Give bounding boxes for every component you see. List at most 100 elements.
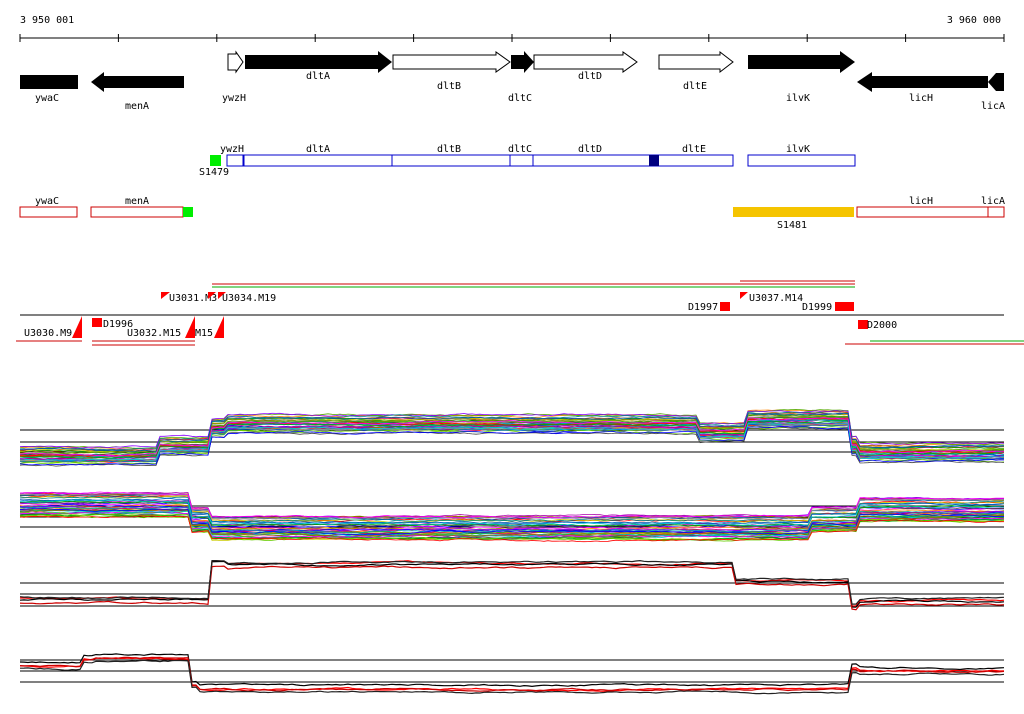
expression-trace bbox=[19, 514, 1005, 542]
expression-trace bbox=[19, 656, 1005, 692]
expression-trace bbox=[19, 507, 1005, 536]
expression-trace bbox=[19, 560, 1005, 608]
gene-label-dltB: dltB bbox=[437, 81, 461, 92]
probe-flag-U3032[interactable] bbox=[185, 316, 195, 338]
gene-arrow-licA[interactable] bbox=[988, 73, 1004, 91]
minus-strand-gene-track: ywaC menA S1481 licH licA bbox=[19, 196, 1005, 231]
gene-arrow-menA[interactable] bbox=[91, 72, 184, 92]
minus-gene-label-licH: licH bbox=[909, 196, 933, 207]
probe-flag-U3034[interactable] bbox=[208, 292, 216, 316]
probe-flag-U3031[interactable] bbox=[161, 292, 170, 316]
sigma-label-S1479: S1479 bbox=[199, 167, 229, 178]
expression-trace bbox=[19, 515, 1004, 543]
plus-gene-box-dltC[interactable] bbox=[509, 154, 534, 167]
plus-gene-label-dltA: dltA bbox=[306, 144, 330, 155]
plus-gene-box-ywzH[interactable] bbox=[226, 154, 244, 167]
plus-gene-label-dltD: dltD bbox=[578, 144, 602, 155]
expression-trace bbox=[19, 422, 1005, 461]
gene-label-dltA: dltA bbox=[306, 71, 330, 82]
probe-label-U3031: U3031.M3 bbox=[169, 293, 217, 304]
expression-trace bbox=[19, 499, 1005, 527]
minus-gene-box-licA[interactable] bbox=[987, 206, 1005, 218]
gene-label-ywaC: ywaC bbox=[35, 93, 59, 104]
gene-arrow-dltD[interactable] bbox=[533, 51, 638, 73]
plus-gene-label-dltE: dltE bbox=[682, 144, 706, 155]
gene-arrow-dltE[interactable] bbox=[658, 50, 734, 74]
expression-trace bbox=[19, 565, 1005, 611]
minus-gene-box-menA[interactable] bbox=[90, 206, 184, 218]
expression-trace bbox=[19, 559, 1005, 605]
expression-trace bbox=[19, 410, 1005, 449]
ruler-end-label: 3 960 000 bbox=[947, 15, 1001, 26]
gene-label-ilvK: ilvK bbox=[786, 93, 810, 104]
expression-trace bbox=[19, 497, 1005, 525]
expression-trace bbox=[19, 417, 1004, 457]
gene-arrow-ywzH[interactable] bbox=[227, 50, 244, 74]
gene-label-dltE: dltE bbox=[683, 81, 707, 92]
expression-trace bbox=[19, 653, 1005, 688]
expression-trace bbox=[19, 423, 1005, 462]
probe-box-D1996[interactable] bbox=[92, 318, 102, 327]
probe-flag-U3033[interactable] bbox=[214, 316, 224, 338]
expression-trace bbox=[19, 504, 1005, 532]
minus-gene-box-licH[interactable] bbox=[856, 206, 989, 218]
probe-label-D2000: D2000 bbox=[867, 320, 897, 331]
gene-arrow-dltA[interactable] bbox=[245, 51, 392, 73]
gene-label-licH: licH bbox=[909, 93, 933, 104]
expression-trace bbox=[19, 415, 1005, 455]
probe-box-D1997[interactable] bbox=[720, 302, 730, 311]
gene-annotation-track: ywaC menA ywzH dltA dltB dltC dltD dltE … bbox=[20, 50, 1005, 112]
expression-trace bbox=[19, 423, 1005, 463]
gene-label-dltC: dltC bbox=[508, 93, 532, 104]
probe-box-D1999[interactable] bbox=[835, 302, 854, 311]
expression-trace bbox=[19, 426, 1005, 466]
probe-flag-U3035[interactable] bbox=[218, 292, 226, 316]
gene-arrow-dltC[interactable] bbox=[511, 51, 534, 73]
plus-gene-label-dltB: dltB bbox=[437, 144, 461, 155]
expression-panel-3 bbox=[19, 559, 1005, 611]
minus-gene-box-ywaC[interactable] bbox=[19, 206, 78, 218]
gene-arrow-ilvK[interactable] bbox=[748, 51, 855, 73]
gene-arrow-dltB[interactable] bbox=[392, 51, 511, 73]
gene-label-licA: licA bbox=[981, 101, 1005, 112]
expression-trace bbox=[19, 491, 1005, 519]
gene-arrow-licH[interactable] bbox=[857, 72, 988, 92]
sigma-site-S1479[interactable] bbox=[210, 155, 221, 166]
coordinate-ruler: 3 950 001 3 960 000 bbox=[19, 15, 1005, 42]
probe-label-overlap-1: U3034.M19 bbox=[222, 293, 276, 304]
plus-gene-box-dltA[interactable] bbox=[243, 154, 393, 167]
sigma-label-S1481: S1481 bbox=[777, 220, 807, 231]
gene-label-dltD: dltD bbox=[578, 71, 602, 82]
probe-label-D1996: D1996 bbox=[103, 319, 133, 330]
plus-gene-box-dltD-dltE[interactable] bbox=[532, 154, 734, 167]
plus-gene-box-ilvK[interactable] bbox=[747, 154, 856, 167]
transcript-probe-track: U3031.M3 U3034.M19 U3037.M14 D1996 U3030… bbox=[16, 280, 1024, 346]
gene-label-menA: menA bbox=[125, 101, 149, 112]
plus-gene-label-ywzH: ywzH bbox=[220, 144, 244, 155]
plus-gene-box-dltB[interactable] bbox=[391, 154, 511, 167]
probe-box-D2000[interactable] bbox=[858, 320, 868, 329]
ruler-start-label: 3 950 001 bbox=[20, 15, 74, 26]
probe-label-D1997: D1997 bbox=[688, 302, 718, 313]
expression-trace bbox=[20, 420, 1005, 459]
minus-gene-label-licA: licA bbox=[981, 196, 1005, 207]
expression-trace bbox=[19, 491, 1004, 519]
sigma-site-S1481[interactable] bbox=[733, 207, 854, 217]
minus-gene-label-menA: menA bbox=[125, 196, 149, 207]
probe-label-overlap-2: U3032.M15 bbox=[127, 328, 181, 339]
probe-flag-U3030[interactable] bbox=[72, 316, 82, 338]
plus-gene-label-dltC: dltC bbox=[508, 144, 532, 155]
gene-label-ywzH: ywzH bbox=[222, 93, 246, 104]
expression-trace bbox=[19, 408, 1005, 449]
expression-trace bbox=[20, 506, 1005, 534]
expression-trace bbox=[19, 505, 1005, 532]
probe-flag-U3037[interactable] bbox=[740, 292, 748, 316]
minus-gene-label-ywaC: ywaC bbox=[35, 196, 59, 207]
expression-panel-2 bbox=[19, 491, 1005, 543]
probe-label-U3037: U3037.M14 bbox=[749, 293, 803, 304]
probe-label-M15: M15 bbox=[195, 328, 213, 339]
plus-feature-marker bbox=[649, 155, 659, 166]
gene-arrow-ywaC[interactable] bbox=[20, 75, 78, 89]
probe-label-D1999: D1999 bbox=[802, 302, 832, 313]
